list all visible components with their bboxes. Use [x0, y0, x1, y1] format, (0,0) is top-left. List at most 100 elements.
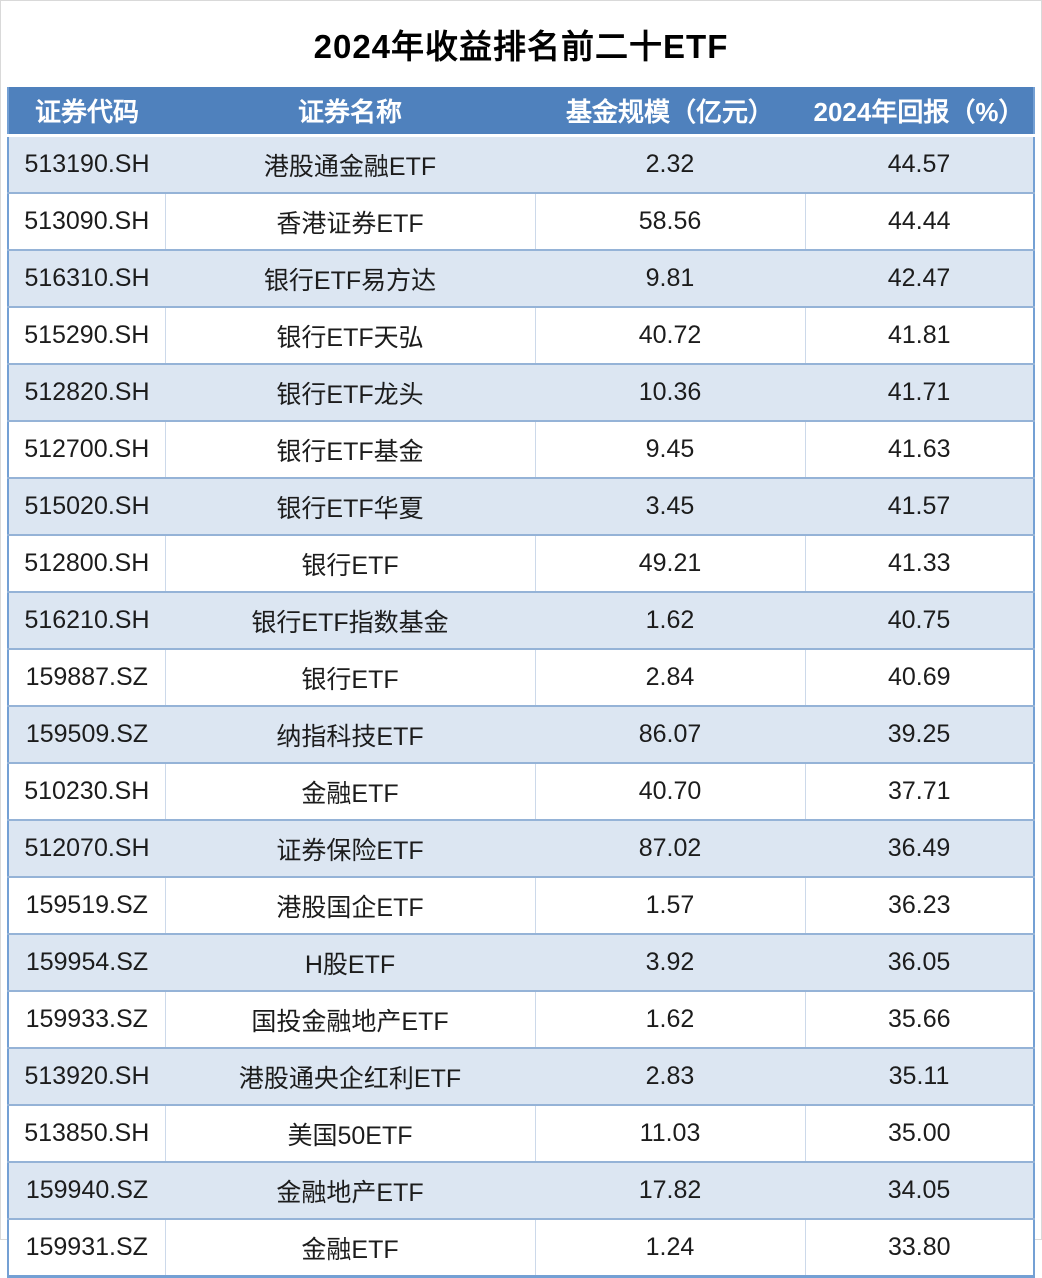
cell-name: 银行ETF — [164, 649, 536, 706]
cell-name: 证券保险ETF — [165, 819, 535, 878]
cell-return: 35.66 — [804, 991, 1035, 1048]
cell-return: 44.44 — [804, 193, 1035, 250]
cell-return: 41.63 — [804, 421, 1035, 478]
cell-name: 银行ETF华夏 — [165, 477, 535, 536]
table-row: 515020.SH 银行ETF华夏 3.45 41.57 — [8, 477, 1034, 536]
cell-return: 34.05 — [805, 1161, 1034, 1220]
cell-size: 49.21 — [534, 535, 806, 592]
table-body: 513190.SH 港股通金融ETF 2.32 44.57 513090.SH 香港证券E… — [7, 134, 1035, 1277]
cell-code: 513190.SH — [8, 134, 165, 194]
cell-code: 159940.SZ — [8, 1161, 165, 1220]
table-row: 516310.SH 银行ETF易方达 9.81 42.47 — [8, 249, 1034, 308]
cell-size: 40.70 — [534, 763, 806, 820]
table-row: 159519.SZ 港股国企ETF 1.57 36.23 — [7, 877, 1035, 934]
table-row: 513090.SH 香港证券ETF 58.56 44.44 — [7, 193, 1035, 250]
cell-name: 金融ETF — [164, 1219, 536, 1277]
cell-code: 159887.SZ — [7, 649, 166, 706]
cell-size: 1.57 — [534, 877, 806, 934]
col-header-code: 证券代码 — [8, 87, 165, 137]
table-row: 510230.SH 金融ETF 40.70 37.71 — [7, 763, 1035, 820]
cell-return: 44.57 — [805, 134, 1034, 194]
cell-name: 银行ETF基金 — [164, 421, 536, 478]
cell-size: 3.92 — [535, 933, 805, 992]
cell-size: 2.84 — [534, 649, 806, 706]
cell-return: 41.57 — [805, 477, 1034, 536]
table-row: 513190.SH 港股通金融ETF 2.32 44.57 — [8, 134, 1034, 194]
cell-code: 513920.SH — [8, 1047, 165, 1106]
cell-size: 1.62 — [535, 591, 805, 650]
cell-code: 513090.SH — [7, 193, 166, 250]
cell-name: 纳指科技ETF — [165, 705, 535, 764]
cell-return: 35.00 — [804, 1105, 1035, 1162]
table-row: 512820.SH 银行ETF龙头 10.36 41.71 — [8, 363, 1034, 422]
cell-code: 159519.SZ — [7, 877, 166, 934]
cell-return: 42.47 — [805, 249, 1034, 308]
cell-size: 1.24 — [534, 1219, 806, 1277]
col-header-size: 基金规模（亿元） — [535, 87, 805, 137]
cell-code: 510230.SH — [7, 763, 166, 820]
cell-name: 金融ETF — [164, 763, 536, 820]
cell-return: 40.75 — [805, 591, 1034, 650]
table-row: 159954.SZ H股ETF 3.92 36.05 — [8, 933, 1034, 992]
cell-code: 512800.SH — [7, 535, 166, 592]
cell-code: 512700.SH — [7, 421, 166, 478]
table-row: 513850.SH 美国50ETF 11.03 35.00 — [7, 1105, 1035, 1162]
cell-code: 513850.SH — [7, 1105, 166, 1162]
cell-code: 515020.SH — [8, 477, 165, 536]
cell-size: 2.32 — [535, 134, 805, 194]
table-row: 159931.SZ 金融ETF 1.24 33.80 — [7, 1219, 1035, 1277]
cell-name: H股ETF — [165, 933, 535, 992]
cell-code: 515290.SH — [7, 307, 166, 364]
table-row: 512700.SH 银行ETF基金 9.45 41.63 — [7, 421, 1035, 478]
cell-size: 11.03 — [534, 1105, 806, 1162]
cell-return: 37.71 — [804, 763, 1035, 820]
cell-name: 国投金融地产ETF — [164, 991, 536, 1048]
cell-code: 159931.SZ — [7, 1219, 166, 1277]
table-row: 159940.SZ 金融地产ETF 17.82 34.05 — [8, 1161, 1034, 1220]
table-row: 159509.SZ 纳指科技ETF 86.07 39.25 — [8, 705, 1034, 764]
cell-size: 9.81 — [535, 249, 805, 308]
cell-name: 香港证券ETF — [164, 193, 536, 250]
cell-size: 17.82 — [535, 1161, 805, 1220]
cell-code: 159954.SZ — [8, 933, 165, 992]
cell-name: 港股国企ETF — [164, 877, 536, 934]
table-row: 515290.SH 银行ETF天弘 40.72 41.81 — [7, 307, 1035, 364]
cell-name: 金融地产ETF — [165, 1161, 535, 1220]
cell-return: 36.49 — [805, 819, 1034, 878]
table-row: 516210.SH 银行ETF指数基金 1.62 40.75 — [8, 591, 1034, 650]
cell-size: 58.56 — [534, 193, 806, 250]
cell-size: 1.62 — [534, 991, 806, 1048]
cell-code: 512070.SH — [8, 819, 165, 878]
col-header-return: 2024年回报（%） — [805, 87, 1034, 137]
cell-name: 银行ETF天弘 — [164, 307, 536, 364]
table-row: 159933.SZ 国投金融地产ETF 1.62 35.66 — [7, 991, 1035, 1048]
cell-return: 35.11 — [805, 1047, 1034, 1106]
cell-code: 516310.SH — [8, 249, 165, 308]
header-row: 证券代码 证券名称 基金规模（亿元） 2024年回报（%） — [8, 87, 1034, 137]
cell-name: 银行ETF易方达 — [165, 249, 535, 308]
table-row: 512070.SH 证券保险ETF 87.02 36.49 — [8, 819, 1034, 878]
cell-name: 银行ETF指数基金 — [165, 591, 535, 650]
cell-code: 159933.SZ — [7, 991, 166, 1048]
cell-code: 159509.SZ — [8, 705, 165, 764]
cell-size: 40.72 — [534, 307, 806, 364]
table-header: 证券代码 证券名称 基金规模（亿元） 2024年回报（%） — [8, 87, 1034, 137]
cell-name: 银行ETF龙头 — [165, 363, 535, 422]
cell-return: 39.25 — [805, 705, 1034, 764]
table-row: 512800.SH 银行ETF 49.21 41.33 — [7, 535, 1035, 592]
cell-return: 41.71 — [805, 363, 1034, 422]
cell-return: 36.23 — [804, 877, 1035, 934]
cell-return: 33.80 — [804, 1219, 1035, 1277]
cell-code: 512820.SH — [8, 363, 165, 422]
cell-size: 3.45 — [535, 477, 805, 536]
cell-name: 港股通金融ETF — [165, 134, 535, 194]
table-row: 513920.SH 港股通央企红利ETF 2.83 35.11 — [8, 1047, 1034, 1106]
cell-return: 41.33 — [804, 535, 1035, 592]
table-row: 159887.SZ 银行ETF 2.84 40.69 — [7, 649, 1035, 706]
cell-size: 9.45 — [534, 421, 806, 478]
cell-name: 银行ETF — [164, 535, 536, 592]
cell-size: 87.02 — [535, 819, 805, 878]
cell-size: 2.83 — [535, 1047, 805, 1106]
cell-name: 港股通央企红利ETF — [165, 1047, 535, 1106]
cell-name: 美国50ETF — [164, 1105, 536, 1162]
